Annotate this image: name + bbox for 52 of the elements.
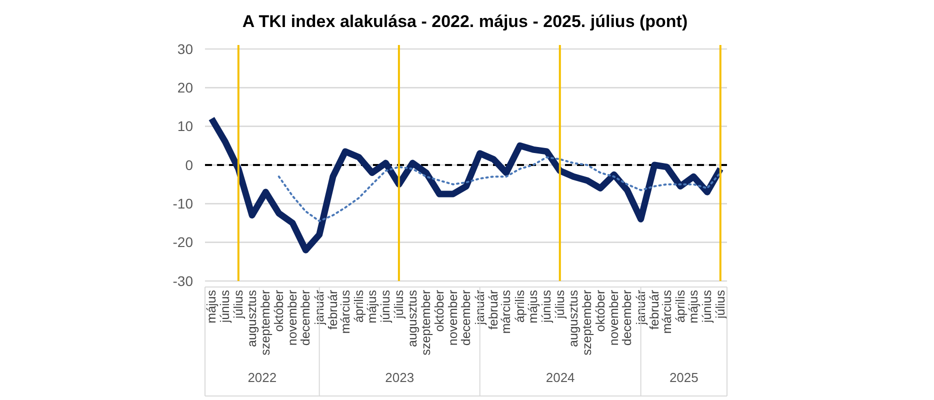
x-tick-label: augusztus (245, 290, 260, 347)
x-tick-label: március (499, 290, 514, 334)
text: 2025 (669, 370, 698, 385)
x-tick-label: június (700, 290, 714, 324)
x-tick-label: január (312, 290, 326, 326)
x-tick-label: július (713, 290, 728, 320)
y-tick-label: -30 (172, 272, 194, 289)
x-tick-label: június (540, 290, 554, 324)
x-tick-label: május (365, 290, 380, 324)
x-tick-label: október (593, 290, 608, 332)
y-tick-label: -20 (172, 234, 194, 250)
text: 2024 (546, 370, 575, 385)
y-tick-label: -10 (172, 196, 194, 212)
x-tick-label: szeptember (580, 290, 594, 356)
x-tick-label: augusztus (406, 290, 420, 347)
x-tick-label: január (634, 290, 648, 326)
x-tick-label: február (326, 290, 340, 330)
y-tick-label: 20 (177, 80, 194, 96)
y-tick-label: 30 (177, 40, 194, 57)
x-tick-label: május (204, 290, 219, 324)
y-tick-label: 0 (185, 156, 194, 173)
x-tick-label: október (432, 290, 446, 332)
x-tick-label: szeptember (419, 290, 434, 356)
x-tick-label: december (459, 290, 474, 346)
y-tick-label: 10 (177, 118, 194, 134)
x-tick-label: március (338, 290, 352, 334)
x-tick-label: január (472, 290, 487, 326)
x-tick-label: április (512, 290, 527, 323)
x-tick-label: augusztus (566, 290, 581, 347)
x-tick-label: december (298, 290, 313, 346)
chart-title: A TKI index alakulása - 2022. május - 2025. július (pont) (242, 12, 688, 31)
x-tick-label: július (392, 290, 406, 320)
line-series (278, 156, 722, 222)
x-tick-label: november (286, 290, 300, 346)
x-tick-label: február (647, 290, 662, 330)
text: 2023 (385, 370, 414, 385)
x-tick-label: december (620, 290, 634, 346)
x-tick-label: szeptember (258, 290, 273, 356)
x-tick-label: február (486, 290, 500, 330)
x-tick-label: november (446, 290, 460, 346)
x-tick-label: április (352, 290, 366, 323)
x-tick-label: július (231, 290, 246, 320)
x-tick-label: március (660, 290, 674, 334)
x-tick-label: október (272, 290, 286, 332)
x-tick-label: április (673, 290, 688, 323)
x-tick-label: június (218, 290, 232, 324)
x-tick-label: július (552, 290, 567, 320)
x-tick-label: május (526, 290, 540, 324)
x-tick-label: május (686, 290, 701, 324)
x-tick-label: június (378, 290, 393, 324)
x-tick-label: november (606, 290, 621, 346)
text: 2022 (248, 370, 277, 385)
